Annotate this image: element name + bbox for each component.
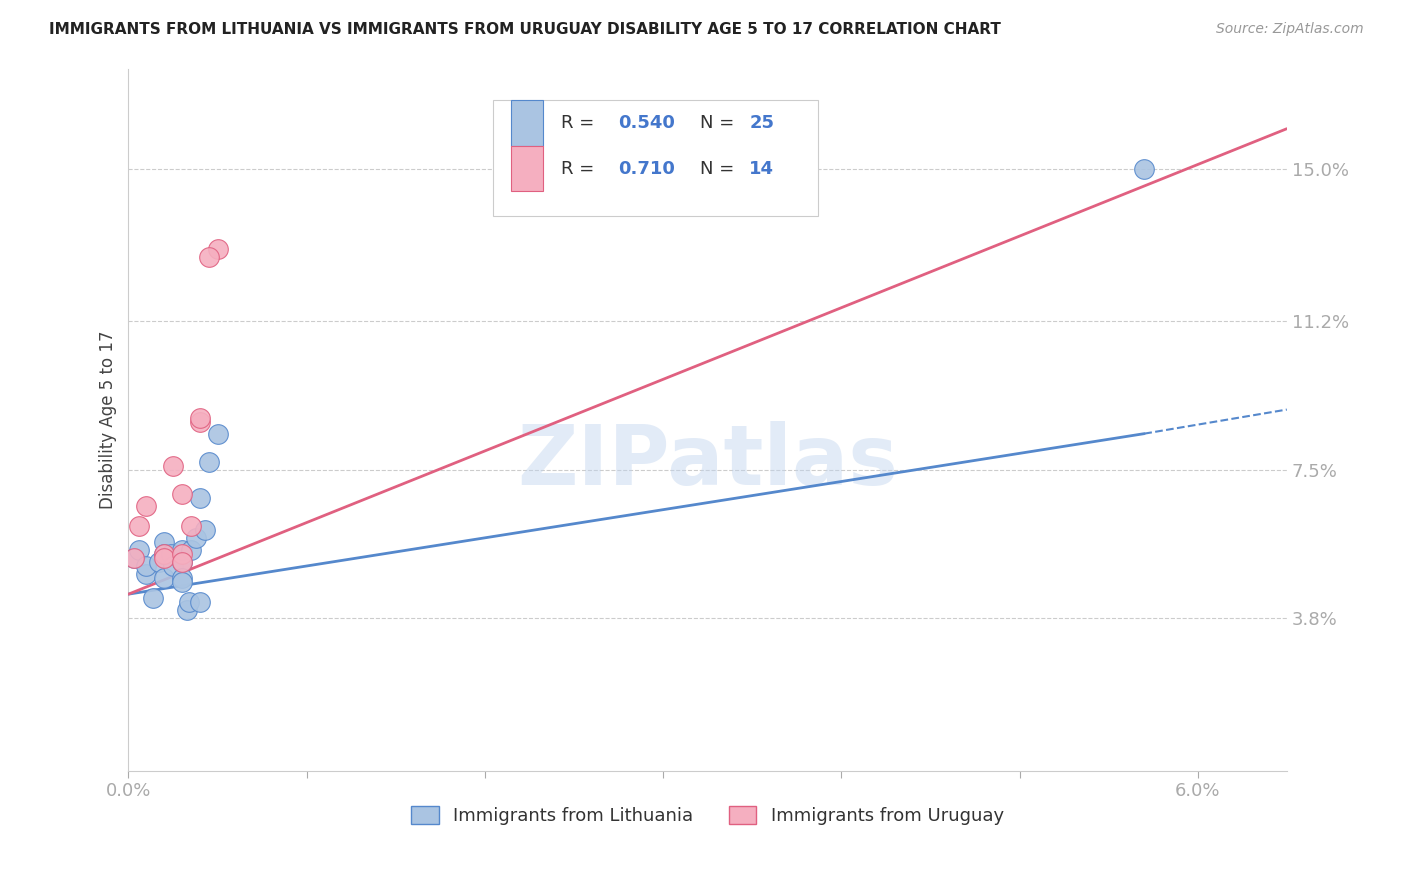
Point xyxy=(135,567,157,582)
FancyBboxPatch shape xyxy=(494,100,818,216)
Point xyxy=(170,555,193,569)
Point xyxy=(180,543,202,558)
Point xyxy=(160,547,183,561)
Point xyxy=(176,603,198,617)
Point xyxy=(197,455,219,469)
Point xyxy=(207,242,229,256)
Point xyxy=(128,543,150,558)
Point xyxy=(153,547,176,561)
Point xyxy=(153,551,176,566)
Y-axis label: Disability Age 5 to 17: Disability Age 5 to 17 xyxy=(100,330,117,508)
Text: 14: 14 xyxy=(749,160,775,178)
Text: ZIPatlas: ZIPatlas xyxy=(517,421,898,502)
Point xyxy=(170,555,193,569)
Point xyxy=(186,531,208,545)
FancyBboxPatch shape xyxy=(510,100,543,145)
Text: 0.710: 0.710 xyxy=(619,160,675,178)
Text: R =: R = xyxy=(561,114,599,132)
Point xyxy=(122,551,145,566)
Point xyxy=(180,519,202,533)
Legend: Immigrants from Lithuania, Immigrants from Uruguay: Immigrants from Lithuania, Immigrants fr… xyxy=(412,805,1004,825)
Point xyxy=(128,519,150,533)
Point xyxy=(188,410,211,425)
Point xyxy=(194,523,217,537)
Text: R =: R = xyxy=(561,160,599,178)
Text: N =: N = xyxy=(700,160,740,178)
Point xyxy=(142,591,165,606)
Text: N =: N = xyxy=(700,114,740,132)
Point xyxy=(153,535,176,549)
Point xyxy=(148,555,170,569)
Point xyxy=(170,547,193,561)
Point xyxy=(162,458,184,473)
FancyBboxPatch shape xyxy=(510,145,543,192)
Text: IMMIGRANTS FROM LITHUANIA VS IMMIGRANTS FROM URUGUAY DISABILITY AGE 5 TO 17 CORR: IMMIGRANTS FROM LITHUANIA VS IMMIGRANTS … xyxy=(49,22,1001,37)
Point xyxy=(153,571,176,585)
Point xyxy=(135,499,157,513)
Point xyxy=(188,595,211,609)
Point xyxy=(188,491,211,505)
Text: 25: 25 xyxy=(749,114,775,132)
Point xyxy=(162,559,184,574)
Point xyxy=(177,595,200,609)
Point xyxy=(122,551,145,566)
Point xyxy=(170,575,193,590)
Text: 0.540: 0.540 xyxy=(619,114,675,132)
Point xyxy=(170,571,193,585)
Point xyxy=(170,487,193,501)
Point xyxy=(170,543,193,558)
Point xyxy=(207,426,229,441)
Point xyxy=(1133,161,1156,176)
Text: Source: ZipAtlas.com: Source: ZipAtlas.com xyxy=(1216,22,1364,37)
Point xyxy=(197,250,219,264)
Point xyxy=(188,415,211,429)
Point xyxy=(153,547,176,561)
Point xyxy=(135,559,157,574)
